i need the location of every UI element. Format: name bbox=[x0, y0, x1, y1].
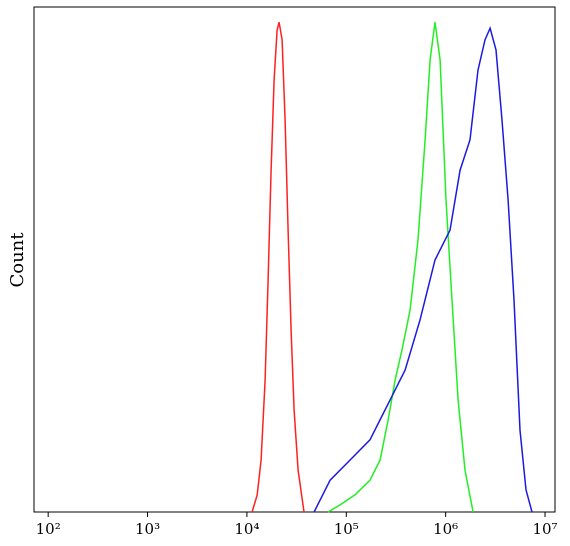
x-tick-label: 10² bbox=[36, 520, 61, 538]
x-tick-label: 10⁵ bbox=[334, 520, 359, 538]
plot-frame bbox=[33, 6, 556, 513]
x-tick-label: 10⁶ bbox=[433, 520, 458, 538]
series-line bbox=[327, 22, 474, 513]
x-tick-label: 10³ bbox=[135, 520, 160, 538]
y-axis-label: Count bbox=[7, 232, 28, 288]
series-line bbox=[251, 22, 305, 513]
x-tick-label: 10⁴ bbox=[234, 520, 259, 538]
x-tick-label: 10⁷ bbox=[532, 520, 557, 538]
series-line bbox=[313, 25, 533, 513]
